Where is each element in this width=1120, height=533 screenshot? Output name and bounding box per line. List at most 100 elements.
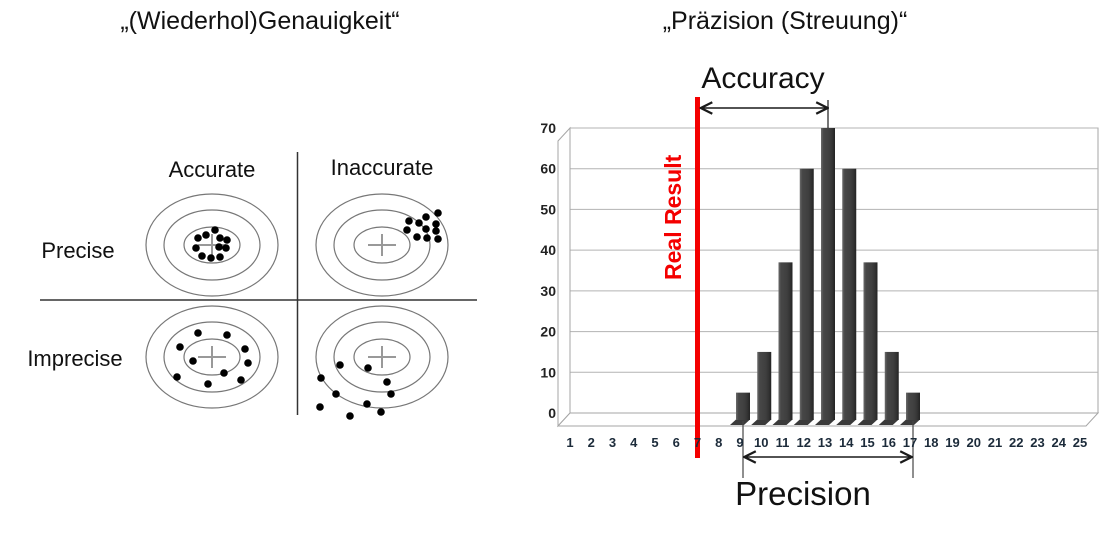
shot-dot [211,226,219,234]
shot-dot [204,380,212,388]
shot-dot [432,220,440,228]
left-panel-title: „(Wiederhol)Genauigkeit“ [120,7,400,35]
x-tick-label: 10 [754,435,768,450]
shot-dot [317,374,325,382]
shot-dot [387,390,395,398]
shot-dot [364,364,372,372]
shot-dot [223,236,231,244]
shot-dot [220,369,228,377]
right-panel-title: „Präzision (Streuung)“ [662,7,908,35]
x-tick-label: 14 [839,435,854,450]
x-tick-label: 16 [882,435,896,450]
shot-dot [422,225,430,233]
x-tick-label: 7 [694,435,701,450]
bar-foot [836,419,857,425]
row-header-precise: Precise [41,238,115,263]
x-tick-label: 2 [588,435,595,450]
y-tick-label: 40 [540,242,556,258]
bars [730,128,920,425]
quadrant-diagram [40,152,477,420]
y-tick-label: 70 [540,120,556,136]
precision-annotation-label: Precision [735,475,871,512]
bar [757,351,772,420]
x-tick-label: 21 [988,435,1002,450]
x-tick-label: 3 [609,435,616,450]
y-tick-label: 60 [540,161,556,177]
x-tick-label: 15 [860,435,874,450]
shot-dot [336,361,344,369]
target-precise-inaccurate [315,193,449,297]
accuracy-annotation-label: Accuracy [701,62,825,95]
shot-dot [415,219,423,227]
target-precise-accurate [145,193,279,297]
bar-foot [815,419,835,425]
shot-dot [413,233,421,241]
shot-dot [207,254,215,262]
shot-dot [363,400,371,408]
x-tick-label: 1 [566,435,573,450]
shot-dot [405,217,413,225]
x-tick-label: 23 [1030,435,1044,450]
x-tick-label: 22 [1009,435,1023,450]
shot-dots [403,209,442,243]
x-tick-label: 24 [1052,435,1067,450]
bar [821,128,835,420]
shot-dot [216,253,224,261]
shot-dot [383,378,391,386]
shot-dot [222,244,230,252]
y-tick-label: 0 [548,405,556,421]
shot-dot [422,213,430,221]
bar [842,168,857,420]
shot-dot [198,252,206,260]
column-header-accurate: Accurate [168,157,256,182]
x-tick-label: 9 [736,435,743,450]
x-tick-label: 8 [715,435,722,450]
chart-annotations [695,97,914,478]
bar [863,262,878,420]
y-tick-label: 30 [540,283,556,299]
shot-dot [173,373,181,381]
shot-dot [237,376,245,384]
bar-foot [772,419,793,425]
plot-side-wall [557,126,571,428]
shot-dot [434,209,442,217]
shot-dot [244,359,252,367]
shot-dot [316,403,324,411]
target-imprecise-inaccurate [315,305,449,420]
column-header-inaccurate: Inaccurate [330,155,434,180]
shot-dot [202,231,210,239]
bar-foot [878,419,899,425]
y-tick-label: 50 [540,201,556,217]
x-tick-label: 12 [797,435,811,450]
x-tick-label: 18 [924,435,938,450]
shot-dot [223,331,231,339]
bar-foot [900,419,920,425]
bar-foot [793,419,814,425]
x-tick-label: 19 [945,435,959,450]
shot-dot [189,357,197,365]
row-header-imprecise: Imprecise [27,346,123,371]
x-tick-label: 5 [651,435,658,450]
x-tick-label: 17 [903,435,917,450]
x-tick-label: 13 [818,435,832,450]
shot-dot [346,412,354,420]
shot-dot [377,408,385,416]
bar-foot [857,419,878,425]
shot-dot [216,234,224,242]
shot-dot [241,345,249,353]
shot-dot [194,329,202,337]
bar [906,392,920,420]
bar-foot [730,419,750,425]
shot-dots [316,361,395,420]
shot-dot [434,235,442,243]
shot-dot [423,234,431,242]
bar [736,392,750,420]
y-tick-label: 20 [540,324,556,340]
x-tick-label: 25 [1073,435,1087,450]
shot-dots [192,226,231,262]
shot-dot [332,390,340,398]
